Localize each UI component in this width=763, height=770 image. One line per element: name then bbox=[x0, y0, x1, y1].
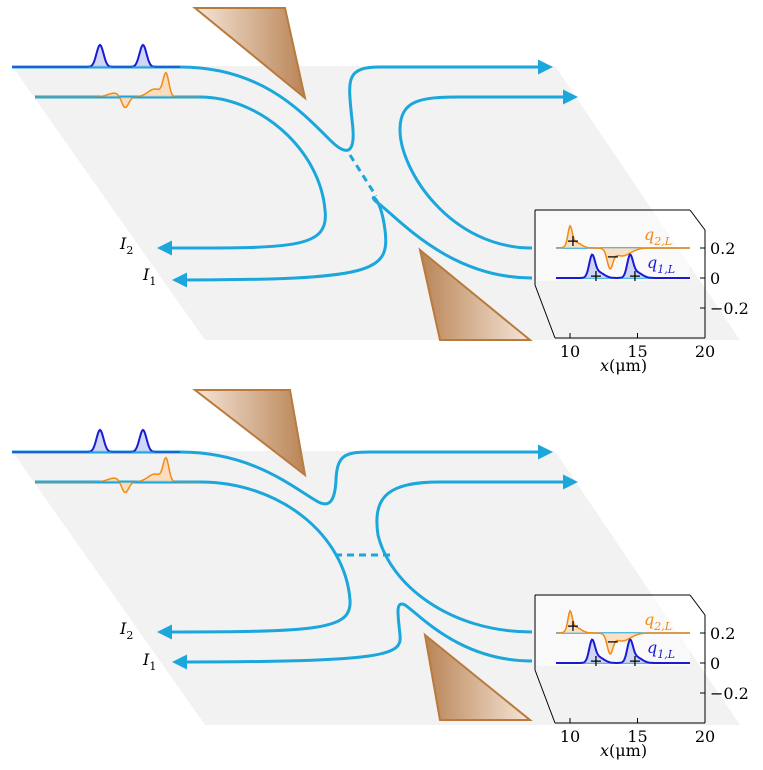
edge-channel bbox=[375, 474, 578, 634]
inset-frame bbox=[689, 594, 706, 616]
current-label: I2 bbox=[119, 234, 133, 257]
curve-label-sub: 1,L bbox=[657, 648, 675, 661]
x-tick-label: 10 bbox=[560, 727, 580, 746]
x-tick-label: 15 bbox=[627, 727, 647, 746]
current-label-main: I bbox=[142, 650, 150, 669]
x-axis-label-unit: (μm) bbox=[609, 741, 647, 760]
curve-label-main: q bbox=[644, 610, 654, 629]
x-tick-label: 20 bbox=[695, 342, 715, 361]
gate bbox=[423, 632, 533, 721]
y-tick-label: 0.2 bbox=[710, 239, 735, 258]
x-axis-label: x(μm) bbox=[600, 741, 647, 760]
sample-plane bbox=[12, 451, 740, 725]
inset-frame bbox=[534, 284, 556, 339]
current-label: I1 bbox=[142, 650, 156, 673]
inset-back bbox=[536, 596, 690, 666]
y-tick-label: −0.2 bbox=[710, 684, 749, 703]
charge-sign: − bbox=[606, 247, 619, 266]
charge-sign: + bbox=[566, 231, 579, 250]
tunneling-link bbox=[348, 154, 378, 197]
edge-channel bbox=[12, 59, 553, 152]
pulse-fill bbox=[35, 72, 200, 108]
gate bbox=[418, 247, 533, 341]
y-tick-label: 0 bbox=[710, 654, 720, 673]
curve-label-main: q bbox=[644, 225, 654, 244]
pulse-fill bbox=[556, 639, 690, 663]
curve-label-sub: 2,L bbox=[653, 235, 672, 248]
curve-label-sub: 1,L bbox=[657, 263, 675, 276]
x-tick-label: 20 bbox=[695, 727, 715, 746]
x-axis-label-var: x bbox=[600, 741, 609, 760]
charge-sign: + bbox=[589, 651, 602, 670]
current-label-main: I bbox=[142, 265, 150, 284]
gate bbox=[192, 389, 307, 478]
inset-frame bbox=[534, 669, 556, 724]
edge-channel bbox=[398, 89, 578, 250]
pulse bbox=[558, 609, 690, 655]
edge-channel bbox=[172, 196, 533, 288]
current-label-main: I bbox=[119, 619, 127, 638]
y-tick-label: −0.2 bbox=[710, 299, 749, 318]
curve-label: q1,L bbox=[647, 253, 675, 276]
pulse bbox=[558, 224, 690, 270]
x-axis-label-unit: (μm) bbox=[609, 356, 647, 375]
y-tick-label: 0.2 bbox=[710, 624, 735, 643]
curve-label-main: q bbox=[647, 253, 657, 272]
current-label: I2 bbox=[119, 619, 133, 642]
current-label-sub: 1 bbox=[149, 275, 156, 288]
y-tick-label: 0 bbox=[710, 269, 720, 288]
curve-label-main: q bbox=[647, 638, 657, 657]
x-axis-label: x(μm) bbox=[600, 356, 647, 375]
inset-frame bbox=[689, 209, 706, 231]
charge-sign: + bbox=[589, 266, 602, 285]
x-tick-label: 10 bbox=[560, 342, 580, 361]
curve-label: q2,L bbox=[644, 225, 672, 248]
current-label-sub: 1 bbox=[149, 660, 156, 673]
current-label-sub: 2 bbox=[126, 244, 133, 257]
charge-sign: − bbox=[606, 632, 619, 651]
current-label: I1 bbox=[142, 265, 156, 288]
edge-channel bbox=[172, 602, 533, 670]
curve-label: q2,L bbox=[644, 610, 672, 633]
curve-label: q1,L bbox=[647, 638, 675, 661]
edge-channel bbox=[35, 480, 352, 640]
pulse-fill bbox=[556, 254, 690, 278]
current-label-main: I bbox=[119, 234, 127, 253]
current-label-sub: 2 bbox=[126, 629, 133, 642]
charge-sign: + bbox=[566, 616, 579, 635]
x-tick-label: 15 bbox=[627, 342, 647, 361]
pulse bbox=[556, 253, 690, 279]
edge-channel bbox=[12, 444, 553, 506]
x-axis-label-var: x bbox=[600, 356, 609, 375]
curve-label-sub: 2,L bbox=[653, 620, 672, 633]
charge-sign: + bbox=[628, 266, 641, 285]
inset-back bbox=[536, 211, 690, 281]
pulse-fill bbox=[35, 457, 200, 493]
edge-channel bbox=[35, 95, 327, 256]
charge-sign: + bbox=[628, 651, 641, 670]
gate bbox=[192, 7, 307, 101]
pulse bbox=[556, 638, 690, 664]
